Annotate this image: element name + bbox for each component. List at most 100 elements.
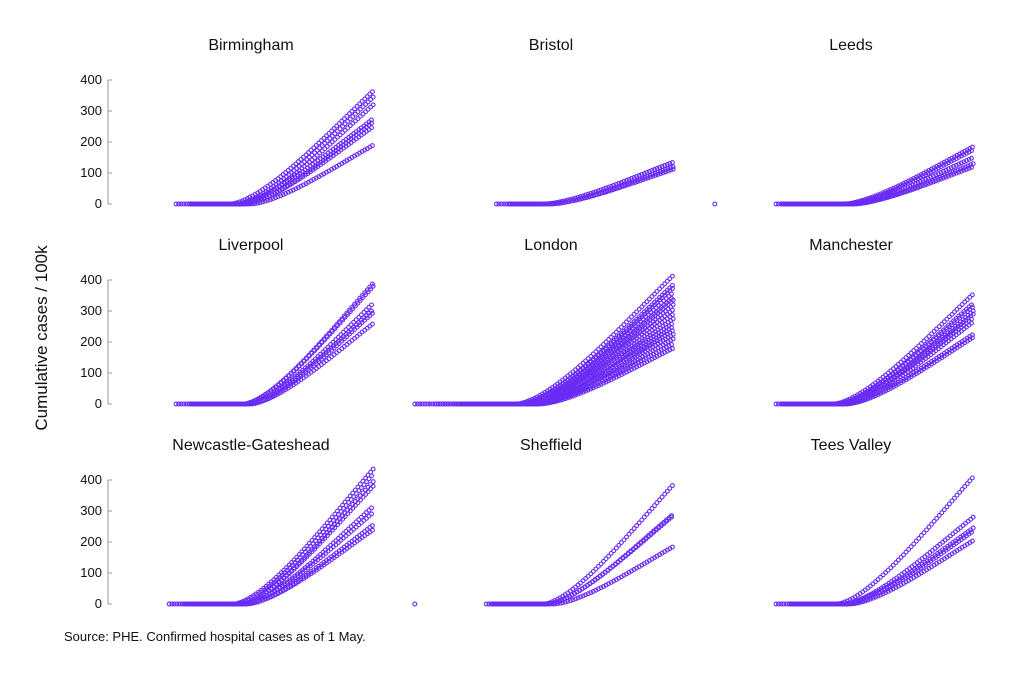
data-point: [366, 304, 372, 310]
data-point: [607, 188, 612, 194]
data-point: [335, 128, 340, 134]
data-point: [280, 192, 286, 198]
data-point: [357, 101, 363, 107]
data-point: [930, 179, 936, 185]
data-point: [604, 189, 610, 195]
data-point: [660, 170, 666, 176]
data-point: [299, 361, 305, 367]
data-point: [640, 177, 646, 183]
data-point: [594, 192, 600, 198]
data-point: [199, 401, 204, 407]
data-point: [859, 200, 865, 206]
panel-tees valley: Tees Valley: [773, 437, 976, 607]
data-point: [296, 363, 302, 369]
data-point: [563, 199, 569, 205]
data-point: [890, 193, 895, 199]
data-point: [224, 201, 230, 207]
data-point: [561, 200, 566, 206]
data-point: [412, 401, 418, 407]
data-point: [270, 196, 276, 202]
data-point: [316, 140, 322, 146]
data-point: [306, 353, 312, 359]
data-point: [496, 201, 502, 207]
data-point: [601, 190, 607, 195]
data-point: [318, 351, 323, 357]
data-point: [329, 128, 335, 134]
data-point: [884, 195, 890, 201]
data-point: [493, 201, 499, 207]
data-point: [368, 97, 374, 102]
data-point: [331, 126, 337, 131]
series-7: [193, 143, 375, 207]
panel-leeds: Leeds: [712, 37, 976, 207]
data-point: [841, 201, 847, 207]
panel-title: London: [524, 237, 577, 254]
data-point: [823, 201, 829, 207]
data-point: [193, 201, 199, 207]
data-point: [650, 173, 656, 179]
data-point: [895, 192, 900, 197]
data-point: [670, 164, 676, 170]
data-point: [369, 505, 374, 511]
panel-title: Tees Valley: [811, 437, 892, 454]
data-point: [232, 401, 238, 407]
data-point: [250, 401, 255, 407]
data-point: [288, 188, 294, 194]
data-point: [658, 171, 663, 177]
data-point: [810, 201, 816, 207]
data-point: [553, 201, 559, 207]
data-point: [353, 317, 359, 323]
data-point: [283, 191, 289, 196]
data-point: [229, 201, 235, 207]
data-point: [257, 200, 263, 206]
data-point: [340, 317, 346, 323]
data-point: [364, 94, 370, 99]
series-1: [483, 483, 675, 607]
y-tick-label: 300: [80, 503, 102, 518]
data-point: [948, 165, 954, 171]
data-point: [640, 175, 646, 181]
data-point: [201, 201, 207, 207]
data-point: [670, 302, 676, 308]
data-point: [206, 201, 212, 207]
y-tick-label: 200: [80, 134, 102, 149]
data-point: [943, 167, 949, 173]
data-point: [344, 334, 350, 339]
data-point: [525, 201, 531, 207]
data-point: [234, 401, 240, 407]
panel-london: London: [412, 237, 676, 407]
data-point: [951, 171, 957, 177]
data-point: [181, 401, 187, 407]
data-point: [946, 166, 951, 172]
data-point: [350, 114, 356, 119]
data-point: [370, 102, 376, 108]
data-point: [956, 161, 962, 167]
data-point: [887, 194, 893, 200]
data-point: [250, 201, 255, 207]
data-point: [312, 150, 318, 156]
data-point: [599, 190, 605, 196]
data-point: [206, 401, 212, 407]
series-7: [193, 523, 375, 607]
data-point: [571, 198, 577, 204]
data-point: [326, 130, 332, 136]
data-point: [958, 168, 964, 174]
data-point: [252, 201, 258, 207]
y-tick-label: 100: [80, 365, 102, 380]
data-point: [354, 324, 360, 330]
y-tick-label: 400: [80, 72, 102, 87]
data-point: [260, 398, 266, 404]
data-point: [224, 401, 230, 407]
data-point: [938, 176, 944, 182]
data-point: [844, 201, 849, 207]
data-point: [958, 160, 964, 166]
y-axis-label: Cumulative cases / 100k: [32, 245, 51, 431]
data-point: [368, 286, 374, 292]
data-point: [216, 201, 222, 207]
data-point: [365, 99, 371, 105]
data-point: [324, 138, 330, 144]
data-point: [846, 201, 852, 207]
data-point: [294, 366, 300, 372]
data-point: [826, 201, 832, 207]
